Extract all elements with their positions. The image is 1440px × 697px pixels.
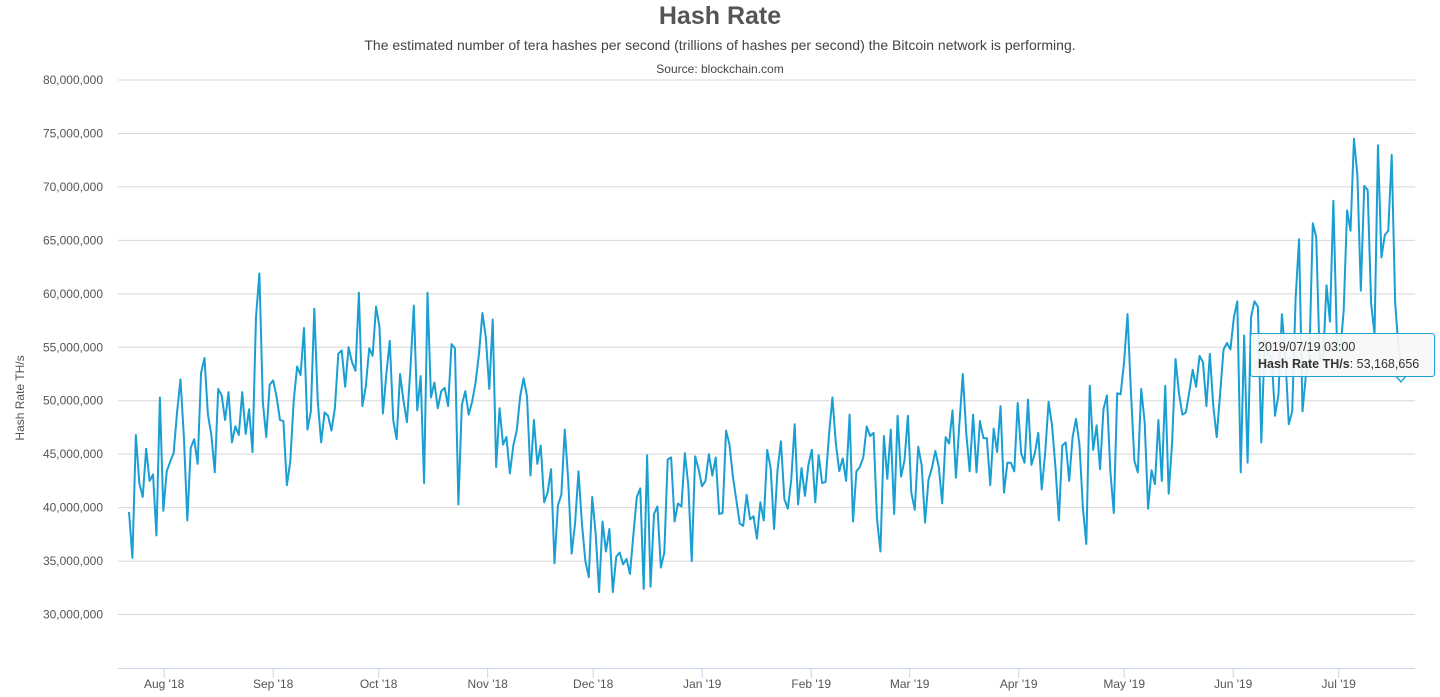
x-tick-label: May '19: [1103, 677, 1145, 691]
y-axis-label: Hash Rate TH/s: [13, 355, 27, 440]
x-tick-label: Nov '18: [468, 677, 509, 691]
x-tick-label: Apr '19: [1000, 677, 1038, 691]
y-axis-ticks: 30,000,000 35,000,000 40,000,000 45,000,000…: [43, 73, 103, 622]
y-tick-label: 35,000,000: [43, 554, 103, 568]
tooltip-value-row: Hash Rate TH/s: 53,168,656: [1258, 356, 1434, 373]
chart-title: Hash Rate: [658, 2, 782, 30]
x-tick-label: Sep '18: [253, 677, 294, 691]
chart-subtitle: The estimated number of tera hashes per …: [364, 37, 1076, 53]
x-tick-label: Jan '19: [683, 677, 722, 691]
x-tick-label: Dec '18: [573, 677, 614, 691]
tooltip-separator: :: [1349, 357, 1357, 371]
y-tick-label: 40,000,000: [43, 501, 103, 515]
x-axis: Aug '18 Sep '18 Oct '18 Nov '18 Dec '18 Jan '…: [118, 668, 1415, 691]
x-tick-label: Jun '19: [1214, 677, 1253, 691]
data-tooltip: 2019/07/19 03:00 Hash Rate TH/s: 53,168,…: [1250, 333, 1435, 377]
chart-source: Source: blockchain.com: [656, 62, 784, 76]
x-tick-label: Jul '19: [1322, 677, 1357, 691]
x-tick-label: Mar '19: [890, 677, 930, 691]
y-tick-label: 65,000,000: [43, 233, 103, 247]
y-tick-label: 45,000,000: [43, 447, 103, 461]
y-tick-label: 50,000,000: [43, 394, 103, 408]
y-tick-label: 60,000,000: [43, 287, 103, 301]
y-tick-label: 55,000,000: [43, 340, 103, 354]
tooltip-pointer-inner: [1396, 375, 1406, 381]
x-tick-label: Feb '19: [791, 677, 831, 691]
y-tick-label: 30,000,000: [43, 608, 103, 622]
y-tick-label: 75,000,000: [43, 126, 103, 140]
y-tick-label: 70,000,000: [43, 180, 103, 194]
series-line[interactable]: [128, 137, 1403, 594]
tooltip-value: 53,168,656: [1356, 357, 1420, 371]
tooltip-label: Hash Rate TH/s: [1258, 357, 1350, 371]
y-tick-label: 80,000,000: [43, 73, 103, 87]
tooltip-date: 2019/07/19 03:00: [1258, 340, 1356, 354]
x-tick-label: Oct '18: [360, 677, 398, 691]
series-hash-rate[interactable]: [128, 137, 1403, 594]
x-tick-label: Aug '18: [144, 677, 185, 691]
